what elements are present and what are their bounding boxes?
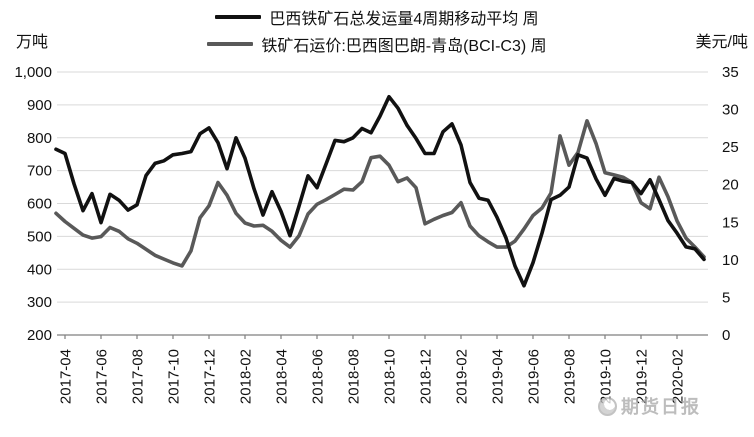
x-tick-label: 2017-12: [202, 349, 219, 404]
x-tick-label: 2019-04: [490, 349, 507, 404]
x-tick-label: 2018-12: [418, 349, 435, 404]
x-tick-label: 2019-12: [634, 349, 651, 404]
legend-label-freight: 铁矿石运价:巴西图巴朗-青岛(BCI-C3) 周: [261, 38, 547, 55]
x-tick-label: 2017-08: [130, 349, 147, 404]
legend: 巴西铁矿石总发运量4周期移动平均 周 铁矿石运价:巴西图巴朗-青岛(BCI-C3…: [0, 5, 754, 56]
x-tick-label: 2018-10: [382, 349, 399, 404]
right-axis-tick-label: 5: [722, 289, 730, 306]
left-axis-tick-label: 500: [27, 228, 52, 245]
left-axis-tick-label: 900: [27, 97, 52, 114]
right-axis-tick-label: 10: [722, 252, 739, 269]
right-axis-tick-label: 25: [722, 139, 739, 156]
x-tick-label: 2017-06: [94, 349, 111, 404]
right-axis-tick-label: 35: [722, 64, 739, 81]
x-tick-label: 2017-10: [166, 349, 183, 404]
left-axis-title: 万吨: [16, 34, 49, 51]
x-tick-label: 2019-08: [562, 349, 579, 404]
left-axis-tick-label: 200: [27, 327, 52, 344]
right-axis-tick-label: 20: [722, 177, 739, 194]
watermark: 期货日报: [598, 393, 701, 419]
right-axis-tick-label: 0: [722, 327, 730, 344]
x-tick-label: 2018-02: [238, 349, 255, 404]
watermark-logo-icon: [598, 396, 617, 416]
legend-item-freight: 铁矿石运价:巴西图巴朗-青岛(BCI-C3) 周: [207, 32, 547, 56]
left-axis-tick-label: 600: [27, 196, 52, 213]
legend-label-shipments: 巴西铁矿石总发运量4周期移动平均 周: [269, 11, 539, 28]
x-tick-label: 2020-02: [670, 349, 687, 404]
left-axis-tick-label: 800: [27, 130, 52, 147]
legend-line-swatch-gray: [207, 42, 254, 46]
left-axis-tick-label: 700: [27, 163, 52, 180]
left-axis-tick-label: 300: [27, 294, 52, 311]
legend-item-shipments: 巴西铁矿石总发运量4周期移动平均 周: [215, 5, 539, 29]
series-line-shipments: [54, 94, 706, 288]
x-tick-label: 2017-04: [58, 349, 75, 404]
x-tick-label: 2019-06: [526, 349, 543, 404]
right-axis-tick-label: 30: [722, 102, 739, 119]
watermark-text: 期货日报: [621, 397, 701, 417]
right-axis-title: 美元/吨: [695, 34, 748, 51]
legend-line-swatch-black: [215, 15, 262, 19]
x-tick-label: 2019-10: [598, 349, 615, 404]
right-axis-tick-label: 15: [722, 214, 739, 231]
x-tick-label: 2018-04: [274, 349, 291, 404]
x-tick-label: 2019-02: [454, 349, 471, 404]
left-axis-tick-label: 1,000: [14, 64, 52, 81]
x-tick-label: 2018-06: [310, 349, 327, 404]
left-axis-tick-label: 400: [27, 261, 52, 278]
x-tick-label: 2018-08: [346, 349, 363, 404]
series-line-freight: [54, 119, 706, 268]
